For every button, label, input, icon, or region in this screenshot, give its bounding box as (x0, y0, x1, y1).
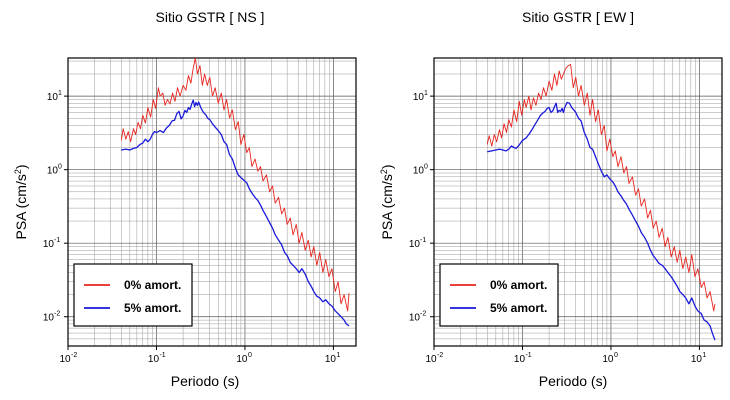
series-line-amort-0 (486, 63, 716, 312)
chart-panel-ew: Sitio GSTR [ EW ] Periodo (s) PSA (cm/s2… (379, 9, 723, 389)
plot-frame (433, 57, 723, 347)
y-tick-exponent: -2 (420, 311, 426, 318)
legend-box (439, 263, 559, 327)
y-tick-label: 10 (413, 166, 425, 177)
x-tick-label: 10 (325, 354, 337, 365)
y-tick-label: 10 (43, 239, 55, 250)
x-tick-label: 10 (514, 354, 526, 365)
x-tick-label: 10 (602, 354, 614, 365)
x-tick-exponent: -2 (437, 352, 443, 359)
y-axis-label-main: PSA (cm/s (379, 174, 395, 239)
grid (433, 58, 722, 347)
y-tick-exponent: -1 (54, 237, 60, 244)
x-tick-exponent: -2 (71, 352, 77, 359)
legend-box (73, 263, 193, 327)
x-axis-label: Periodo (s) (539, 373, 607, 389)
chart-panel-ns: Sitio GSTR [ NS ] Periodo (s) PSA (cm/s2… (13, 9, 357, 389)
plot-frame (67, 57, 357, 347)
x-tick-label: 10 (691, 354, 703, 365)
chart-title: Sitio GSTR [ EW ] (522, 9, 634, 25)
x-tick-label: 10 (236, 354, 248, 365)
series-line-amort-5 (121, 99, 350, 327)
y-tick-label: 10 (413, 92, 425, 103)
legend: 0% amort. 5% amort. (439, 263, 559, 327)
y-axis-label: PSA (cm/s2) (379, 164, 395, 239)
legend: 0% amort. 5% amort. (73, 263, 193, 327)
y-tick-exponent: 1 (58, 90, 62, 97)
legend-label: 5% amort. (124, 301, 181, 315)
y-tick-exponent: 1 (424, 90, 428, 97)
x-tick-exponent: -1 (525, 352, 531, 359)
x-tick-exponent: 1 (702, 352, 706, 359)
x-tick-label: 10 (425, 354, 437, 365)
legend-label: 0% amort. (124, 278, 181, 292)
y-axis-label-close: ) (13, 164, 29, 169)
y-tick-exponent: -2 (54, 311, 60, 318)
x-axis-label: Periodo (s) (171, 373, 239, 389)
x-tick-exponent: 0 (614, 352, 618, 359)
y-tick-label: 10 (47, 166, 59, 177)
x-tick-label: 10 (59, 354, 71, 365)
y-axis-label: PSA (cm/s2) (13, 164, 29, 239)
y-tick-exponent: 0 (58, 164, 62, 171)
x-tick-exponent: -1 (159, 352, 165, 359)
legend-label: 5% amort. (490, 301, 547, 315)
x-tick-exponent: 0 (248, 352, 252, 359)
series-line-amort-0 (120, 58, 350, 312)
legend-label: 0% amort. (490, 278, 547, 292)
y-tick-label: 10 (43, 313, 55, 324)
y-axis-label-sup: 2 (13, 169, 23, 174)
y-axis-label-sup: 2 (379, 169, 389, 174)
y-tick-label: 10 (47, 92, 59, 103)
y-tick-exponent: 0 (424, 164, 428, 171)
series-line-amort-5 (487, 101, 716, 341)
chart-title: Sitio GSTR [ NS ] (156, 9, 265, 25)
y-axis-label-main: PSA (cm/s (13, 174, 29, 239)
x-tick-label: 10 (148, 354, 160, 365)
y-tick-label: 10 (409, 239, 421, 250)
y-tick-exponent: -1 (420, 237, 426, 244)
y-tick-label: 10 (409, 313, 421, 324)
x-tick-exponent: 1 (336, 352, 340, 359)
y-axis-label-close: ) (379, 164, 395, 169)
